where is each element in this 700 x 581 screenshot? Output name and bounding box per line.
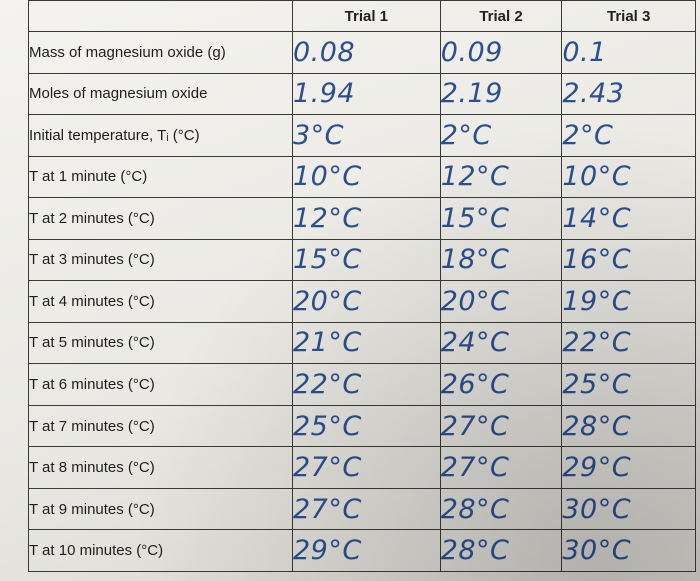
row-label: T at 2 minutes (°C) bbox=[28, 197, 293, 240]
table-row: T at 5 minutes (°C) 21°C 24°C 22°C bbox=[28, 321, 696, 365]
row-label: T at 1 minute (°C) bbox=[28, 155, 293, 199]
trial-1-value: 10°C bbox=[291, 155, 441, 199]
trial-3-value: 10°C bbox=[561, 155, 696, 199]
row-label: Mass of magnesium oxide (g) bbox=[28, 31, 293, 74]
trial-1-value: 22°C bbox=[291, 363, 441, 406]
row-label: Initial temperature, Tᵢ (°C) bbox=[28, 114, 293, 157]
trial-2-value: 0.09 bbox=[439, 31, 563, 74]
trial-1-value: 12°C bbox=[291, 197, 441, 240]
trial-3-value: 0.1 bbox=[561, 31, 696, 74]
trial-1-value: 21°C bbox=[291, 321, 441, 365]
trial-3-value: 30°C bbox=[561, 487, 696, 531]
table-row: T at 3 minutes (°C) 15°C 18°C 16°C bbox=[28, 238, 696, 282]
trial-3-value: 19°C bbox=[561, 280, 696, 323]
table-row: Moles of magnesium oxide 1.94 2.19 2.43 bbox=[28, 72, 696, 116]
trial-3-value: 14°C bbox=[561, 197, 696, 240]
row-label: T at 7 minutes (°C) bbox=[28, 404, 293, 448]
trial-1-value: 20°C bbox=[291, 280, 441, 323]
row-label: Moles of magnesium oxide bbox=[28, 72, 293, 116]
row-label: T at 6 minutes (°C) bbox=[28, 363, 293, 406]
trial-2-value: 20°C bbox=[439, 280, 563, 323]
row-label: T at 9 minutes (°C) bbox=[28, 487, 293, 531]
trial-2-value: 26°C bbox=[439, 363, 563, 406]
trial-3-value: 25°C bbox=[561, 363, 696, 406]
table-row: T at 10 minutes (°C) 29°C 28°C 30°C bbox=[28, 529, 696, 572]
table-row: T at 9 minutes (°C) 27°C 28°C 30°C bbox=[28, 487, 696, 531]
trial-1-value: 1.94 bbox=[291, 72, 441, 116]
trial-2-value: 24°C bbox=[439, 321, 563, 365]
table-row: T at 8 minutes (°C) 27°C 27°C 29°C bbox=[28, 446, 696, 489]
row-label: T at 5 minutes (°C) bbox=[28, 321, 293, 365]
trial-1-value: 15°C bbox=[291, 238, 441, 282]
trial-3-value: 30°C bbox=[561, 529, 696, 572]
trial-2-value: 2°C bbox=[439, 114, 563, 157]
trial-3-value: 22°C bbox=[561, 321, 696, 365]
table-row: T at 4 minutes (°C) 20°C 20°C 19°C bbox=[28, 280, 696, 323]
trial-2-value: 18°C bbox=[439, 238, 563, 282]
trial-1-value: 29°C bbox=[291, 529, 441, 572]
table-row: T at 2 minutes (°C) 12°C 15°C 14°C bbox=[28, 197, 696, 240]
header-trial-2: Trial 2 bbox=[439, 0, 563, 32]
trial-2-value: 15°C bbox=[439, 197, 563, 240]
row-label: T at 3 minutes (°C) bbox=[28, 238, 293, 282]
trial-2-value: 12°C bbox=[439, 155, 563, 199]
header-row: Trial 1 Trial 2 Trial 3 bbox=[28, 0, 696, 32]
trial-3-value: 2.43 bbox=[561, 72, 696, 116]
header-trial-3: Trial 3 bbox=[561, 0, 696, 32]
trial-3-value: 28°C bbox=[561, 404, 696, 448]
row-label: T at 10 minutes (°C) bbox=[28, 529, 293, 572]
data-table: Trial 1 Trial 2 Trial 3 Mass of magnesiu… bbox=[28, 0, 696, 572]
trial-1-value: 0.08 bbox=[291, 31, 441, 74]
row-label: T at 4 minutes (°C) bbox=[28, 280, 293, 323]
trial-1-value: 3°C bbox=[291, 114, 441, 157]
trial-2-value: 27°C bbox=[439, 404, 563, 448]
header-trial-1: Trial 1 bbox=[291, 0, 441, 32]
table-row: T at 6 minutes (°C) 22°C 26°C 25°C bbox=[28, 363, 696, 406]
table-row: T at 7 minutes (°C) 25°C 27°C 28°C bbox=[28, 404, 696, 448]
trial-1-value: 27°C bbox=[291, 487, 441, 531]
trial-1-value: 25°C bbox=[291, 404, 441, 448]
trial-2-value: 27°C bbox=[439, 446, 563, 489]
table-row: T at 1 minute (°C) 10°C 12°C 10°C bbox=[28, 155, 696, 199]
header-corner bbox=[28, 0, 293, 32]
trial-3-value: 16°C bbox=[561, 238, 696, 282]
trial-1-value: 27°C bbox=[291, 446, 441, 489]
trial-2-value: 2.19 bbox=[439, 72, 563, 116]
trial-2-value: 28°C bbox=[439, 487, 563, 531]
trial-3-value: 2°C bbox=[561, 114, 696, 157]
trial-2-value: 28°C bbox=[439, 529, 563, 572]
row-label: T at 8 minutes (°C) bbox=[28, 446, 293, 489]
trial-3-value: 29°C bbox=[561, 446, 696, 489]
table-row: Initial temperature, Tᵢ (°C) 3°C 2°C 2°C bbox=[28, 114, 696, 157]
table-row: Mass of magnesium oxide (g) 0.08 0.09 0.1 bbox=[28, 31, 696, 74]
